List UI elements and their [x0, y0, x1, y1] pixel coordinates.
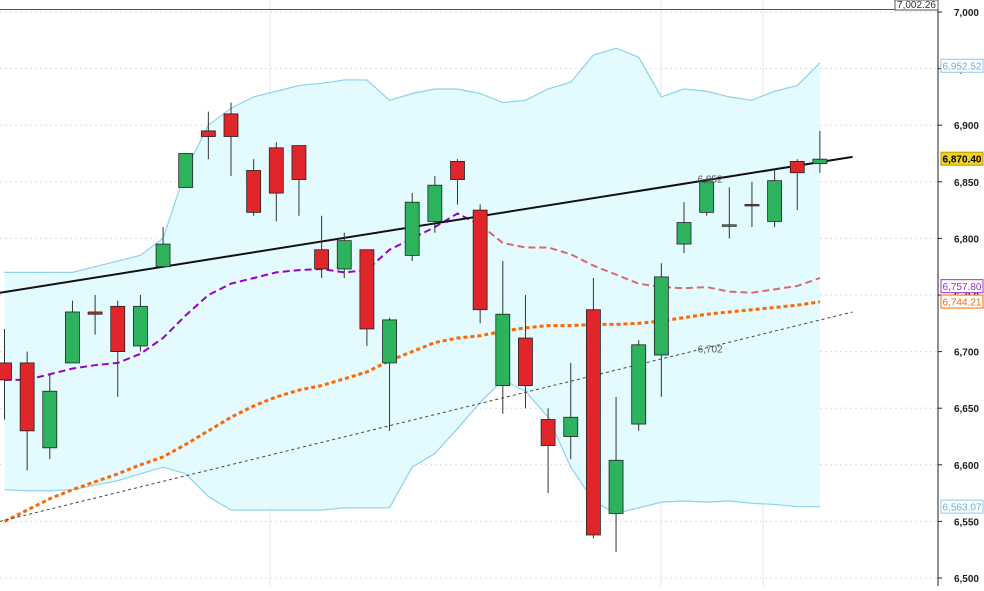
candle-body-0 [0, 362, 12, 381]
candle-body-4 [87, 311, 103, 315]
candle-body-7 [155, 243, 171, 268]
candle-body-30 [676, 222, 692, 245]
candle-body-24 [540, 419, 556, 446]
candle-body-32 [721, 224, 737, 227]
price-badge-2 [940, 279, 984, 294]
candle-body-11 [246, 170, 262, 213]
y-axis-tick-label-2: 6,600 [954, 461, 979, 472]
candle-body-23 [518, 337, 533, 386]
y-axis-tick-label-3: 6,650 [954, 404, 979, 415]
bollinger-band-fill [4, 48, 820, 514]
candle-body-19 [427, 184, 443, 222]
middle-band-line [4, 212, 481, 381]
candle-body-36 [812, 158, 828, 165]
bollinger-upper-line [4, 47, 821, 273]
candle-body-1 [19, 362, 35, 432]
candle-body-10 [223, 113, 239, 137]
candle-body-17 [382, 319, 397, 364]
price-badge-0 [940, 58, 984, 73]
y-axis-tick-label-6: 6,800 [954, 234, 979, 245]
y-axis-tick-label-1: 6,550 [954, 517, 979, 528]
candle-body-33 [744, 204, 760, 207]
candle-body-16 [359, 249, 375, 330]
y-axis-tick-label-8: 6,900 [954, 121, 979, 132]
trendline-label-1: 6,702 [698, 344, 723, 355]
candle-body-29 [653, 276, 669, 356]
price-badge-label-0: 6,952.52 [943, 62, 982, 73]
trendline-solid [0, 155, 853, 294]
candle-body-25 [563, 416, 579, 437]
candle-body-26 [586, 309, 601, 536]
candle-body-21 [472, 209, 488, 311]
y-axis-tick-label-4: 6,700 [954, 348, 979, 359]
candle-body-15 [336, 240, 352, 270]
price-badge-label-3: 6,744.21 [943, 298, 982, 309]
middle-band-line-recent [479, 224, 821, 294]
y-axis-tick-label-0: 6,500 [954, 574, 979, 585]
candle-body-35 [789, 161, 805, 174]
y-axis-tick-label-7: 6,850 [954, 178, 979, 189]
candle-body-31 [699, 181, 715, 213]
candle-body-6 [132, 305, 148, 347]
y-axis-tick-label-10: 7,000 [954, 8, 979, 19]
candle-body-18 [404, 201, 420, 256]
candle-body-34 [767, 180, 782, 222]
price-badge-3 [940, 294, 984, 309]
candle-body-28 [631, 344, 647, 425]
candle-body-27 [608, 459, 624, 514]
candle-body-2 [42, 390, 58, 449]
trendline-label-0: 6,852 [698, 175, 723, 186]
bollinger-lower-line [4, 379, 820, 515]
price-badge-4 [940, 499, 984, 514]
candle-body-5 [110, 305, 126, 353]
price-badge-label-4: 6,563.07 [943, 503, 982, 514]
candle-body-3 [65, 311, 80, 364]
price-badge-label-2: 6,757.80 [943, 282, 982, 293]
candle-body-13 [291, 145, 307, 180]
trendline-dashed [0, 311, 853, 522]
slow-moving-average-line [3, 300, 821, 523]
candle-body-12 [268, 147, 284, 194]
price-badge-1 [940, 151, 984, 166]
top-price-label: 7,002.26 [897, 0, 936, 11]
top-price-label-box [894, 0, 939, 11]
price-badge-label-1: 6,870.40 [943, 155, 982, 166]
candle-body-14 [314, 249, 330, 270]
candle-body-8 [178, 153, 194, 188]
candle-body-20 [450, 161, 465, 180]
candle-body-22 [495, 313, 511, 386]
candle-body-9 [200, 130, 216, 137]
